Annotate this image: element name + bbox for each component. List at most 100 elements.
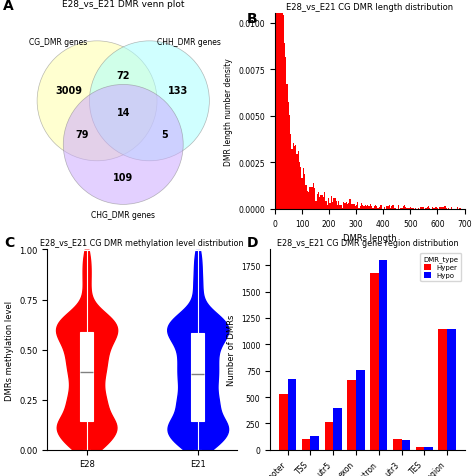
Bar bbox=[411, 208, 413, 209]
Bar bbox=[381, 205, 383, 209]
Bar bbox=[421, 208, 423, 209]
Bar bbox=[292, 144, 294, 209]
Text: CHG_DMR genes: CHG_DMR genes bbox=[91, 210, 155, 219]
Bar bbox=[347, 380, 356, 450]
Bar bbox=[323, 197, 324, 209]
Text: 79: 79 bbox=[75, 129, 89, 139]
Bar bbox=[440, 208, 442, 209]
Bar bbox=[380, 205, 381, 209]
Bar bbox=[393, 439, 401, 450]
Bar bbox=[438, 329, 447, 450]
Bar bbox=[333, 408, 342, 450]
Bar bbox=[332, 203, 333, 209]
Bar bbox=[310, 436, 319, 450]
Bar bbox=[386, 207, 387, 209]
Bar bbox=[439, 208, 440, 209]
Bar bbox=[372, 208, 374, 209]
Bar bbox=[296, 155, 298, 209]
Bar bbox=[398, 205, 399, 209]
Bar bbox=[308, 193, 309, 209]
PathPatch shape bbox=[80, 332, 93, 421]
Bar bbox=[374, 206, 375, 209]
Bar bbox=[408, 208, 409, 209]
Bar bbox=[395, 208, 396, 209]
Bar bbox=[355, 207, 356, 209]
Y-axis label: Number of DMRs: Number of DMRs bbox=[227, 314, 236, 386]
Bar bbox=[391, 206, 392, 209]
Bar bbox=[436, 208, 437, 209]
Bar bbox=[322, 196, 323, 209]
Ellipse shape bbox=[90, 42, 210, 161]
Bar bbox=[400, 208, 401, 209]
Bar bbox=[305, 186, 307, 209]
Bar bbox=[366, 206, 367, 209]
Bar bbox=[317, 195, 318, 209]
Bar bbox=[356, 205, 357, 209]
Text: A: A bbox=[3, 0, 14, 13]
Bar bbox=[279, 0, 280, 209]
Bar bbox=[405, 208, 406, 209]
Y-axis label: DMR length number density: DMR length number density bbox=[224, 58, 233, 166]
Bar bbox=[448, 208, 449, 209]
Bar bbox=[415, 208, 417, 209]
Bar bbox=[300, 168, 301, 209]
Bar bbox=[341, 205, 342, 209]
Text: 133: 133 bbox=[168, 86, 188, 96]
Bar bbox=[432, 208, 433, 209]
Bar bbox=[334, 199, 336, 209]
Bar bbox=[290, 135, 292, 209]
Bar bbox=[353, 205, 355, 209]
Bar bbox=[443, 208, 444, 209]
Bar bbox=[298, 152, 299, 209]
Bar bbox=[276, 0, 277, 209]
Bar bbox=[337, 205, 338, 209]
Bar bbox=[368, 207, 370, 209]
Bar bbox=[370, 273, 379, 450]
Bar bbox=[367, 205, 368, 209]
Bar bbox=[409, 208, 410, 209]
Bar bbox=[349, 199, 351, 209]
Bar bbox=[319, 198, 320, 209]
Bar bbox=[394, 208, 395, 209]
Bar bbox=[423, 208, 424, 209]
Bar bbox=[376, 207, 377, 209]
Bar bbox=[361, 204, 362, 209]
Bar bbox=[286, 85, 288, 209]
Bar bbox=[326, 202, 327, 209]
Bar bbox=[307, 191, 308, 209]
Bar bbox=[446, 208, 447, 209]
Bar bbox=[329, 204, 330, 209]
Bar bbox=[437, 208, 438, 209]
Bar bbox=[283, 16, 284, 209]
Bar bbox=[371, 207, 372, 209]
Bar bbox=[402, 207, 404, 209]
Bar bbox=[302, 439, 310, 450]
Bar bbox=[285, 58, 286, 209]
Bar bbox=[311, 188, 313, 209]
Bar bbox=[310, 187, 311, 209]
Text: CG_DMR genes: CG_DMR genes bbox=[29, 39, 87, 47]
Bar bbox=[389, 205, 390, 209]
Bar bbox=[433, 208, 434, 209]
Bar bbox=[314, 189, 315, 209]
Text: 5: 5 bbox=[161, 129, 168, 139]
Bar bbox=[281, 0, 283, 209]
Bar bbox=[315, 201, 317, 209]
Ellipse shape bbox=[37, 42, 157, 161]
Title: E28_vs_E21 DMR venn plot: E28_vs_E21 DMR venn plot bbox=[62, 0, 184, 10]
Bar bbox=[392, 205, 394, 209]
Bar bbox=[401, 208, 402, 209]
PathPatch shape bbox=[191, 333, 204, 421]
Bar bbox=[428, 207, 429, 209]
Bar bbox=[299, 162, 300, 209]
Text: D: D bbox=[246, 236, 258, 249]
Bar bbox=[294, 147, 295, 209]
Bar bbox=[327, 205, 328, 209]
Bar bbox=[451, 208, 452, 209]
X-axis label: DMRs length: DMRs length bbox=[343, 234, 397, 243]
Bar bbox=[375, 205, 376, 209]
Bar bbox=[427, 208, 428, 209]
Bar bbox=[348, 204, 349, 209]
Bar bbox=[347, 205, 348, 209]
Bar bbox=[362, 205, 364, 209]
